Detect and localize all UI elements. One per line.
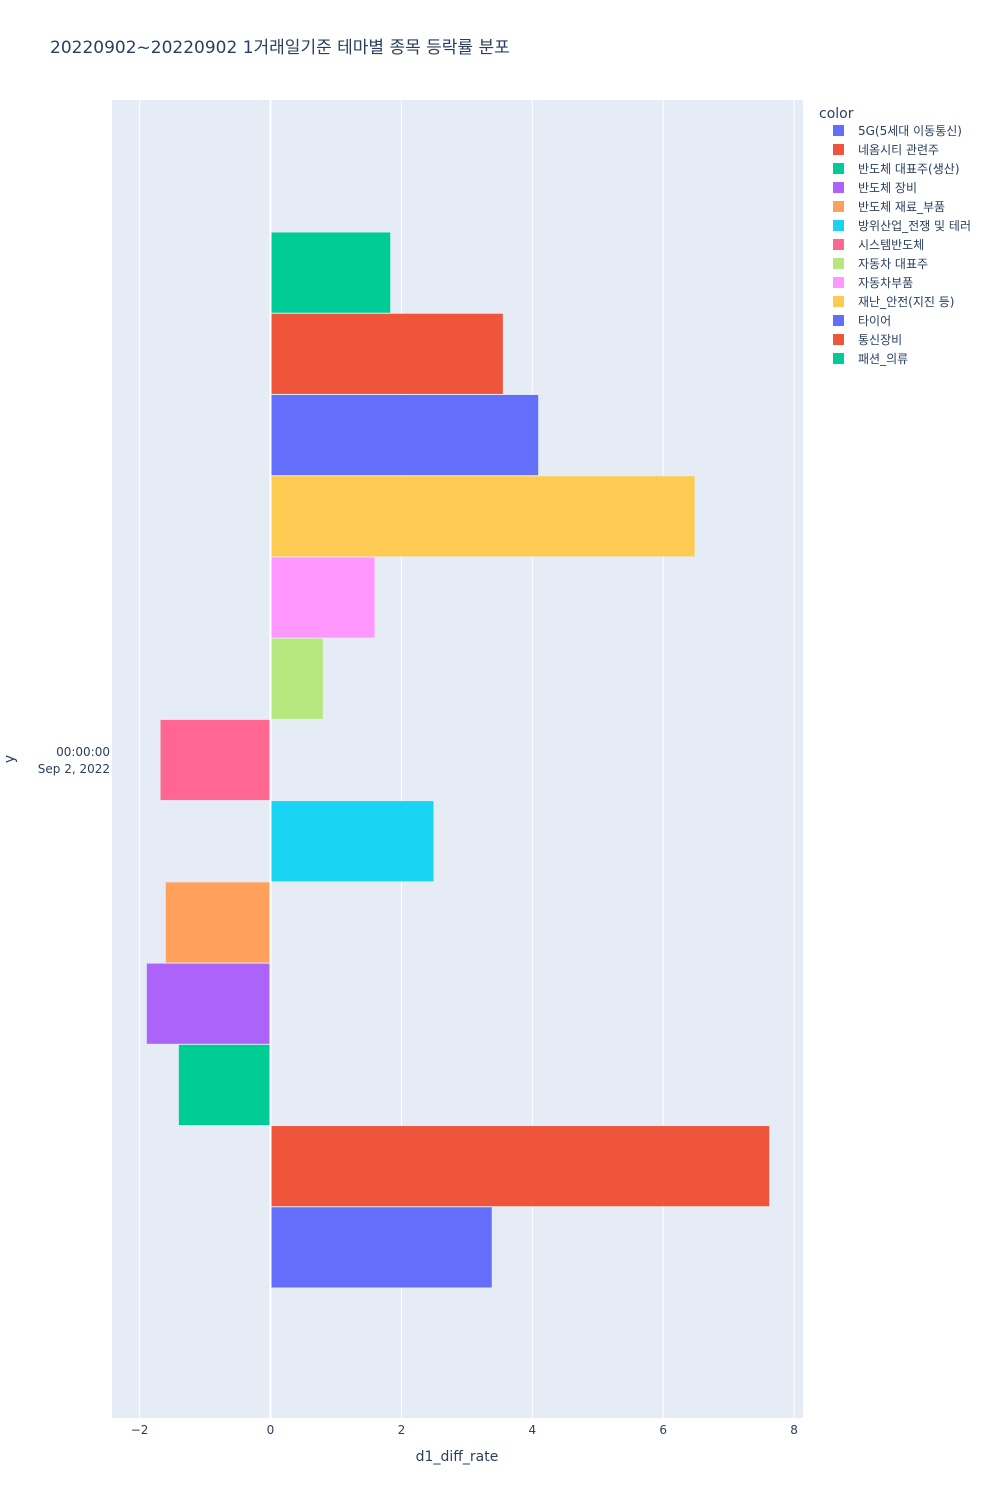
y-tick-label-time: 00:00:00	[56, 745, 110, 759]
x-tick-label: 0	[267, 1423, 275, 1437]
legend-item-label[interactable]: 방위산업_전쟁 및 테러	[858, 219, 971, 233]
legend-swatch	[833, 334, 844, 345]
x-tick-label: −2	[131, 1423, 149, 1437]
bars[interactable]	[146, 232, 770, 1288]
bar[interactable]	[165, 882, 271, 963]
x-axis-ticks: −2 0 2 4 6 8	[131, 1423, 798, 1437]
y-axis-ticks: 00:00:00 Sep 2, 2022	[38, 745, 110, 776]
legend-item-label[interactable]: 시스템반도체	[858, 238, 924, 252]
legend-item-label[interactable]: 자동차 대표주	[858, 257, 928, 271]
x-tick-label: 8	[790, 1423, 798, 1437]
legend-swatch	[833, 315, 844, 326]
legend-swatch	[833, 353, 844, 364]
bar[interactable]	[270, 476, 695, 557]
legend-title: color	[819, 106, 854, 122]
legend-swatch	[833, 277, 844, 288]
y-axis-title: y	[2, 755, 18, 763]
legend-item-label[interactable]: 반도체 장비	[858, 181, 917, 195]
bar[interactable]	[270, 1207, 492, 1288]
legend-swatch	[833, 182, 844, 193]
bar[interactable]	[270, 801, 434, 882]
bar[interactable]	[270, 1126, 770, 1207]
x-tick-label: 4	[528, 1423, 536, 1437]
legend-swatch	[833, 220, 844, 231]
bar[interactable]	[270, 232, 391, 313]
legend-item-label[interactable]: 패션_의류	[858, 352, 908, 366]
bar[interactable]	[270, 557, 375, 638]
legend-item-label[interactable]: 5G(5세대 이동통신)	[858, 124, 962, 138]
bar[interactable]	[270, 638, 323, 719]
bar[interactable]	[270, 313, 503, 394]
x-tick-label: 2	[398, 1423, 406, 1437]
bar[interactable]	[178, 1044, 271, 1126]
legend-swatch	[833, 201, 844, 212]
legend-item-label[interactable]: 타이어	[858, 314, 891, 328]
legend-item-label[interactable]: 통신장비	[858, 333, 902, 347]
legend-swatch	[833, 239, 844, 250]
legend-swatch	[833, 258, 844, 269]
legend-swatch	[833, 125, 844, 136]
legend-item-label[interactable]: 재난_안전(지진 등)	[858, 295, 954, 309]
legend-swatch	[833, 296, 844, 307]
legend-swatch	[833, 163, 844, 174]
legend-item-label[interactable]: 반도체 재료_부품	[858, 200, 945, 214]
x-axis-title: d1_diff_rate	[416, 1449, 499, 1465]
y-tick-label-date: Sep 2, 2022	[38, 762, 110, 776]
bar[interactable]	[160, 719, 271, 801]
x-tick-label: 6	[659, 1423, 667, 1437]
bar[interactable]	[146, 963, 271, 1044]
legend-item-label[interactable]: 네옴시티 관련주	[858, 143, 939, 157]
legend-swatch	[833, 144, 844, 155]
bar[interactable]	[270, 394, 539, 476]
legend-item-label[interactable]: 반도체 대표주(생산)	[858, 162, 960, 176]
chart-title: 20220902~20220902 1거래일기준 테마별 종목 등락률 분포	[50, 38, 510, 58]
legend-item-label[interactable]: 자동차부품	[858, 276, 913, 290]
